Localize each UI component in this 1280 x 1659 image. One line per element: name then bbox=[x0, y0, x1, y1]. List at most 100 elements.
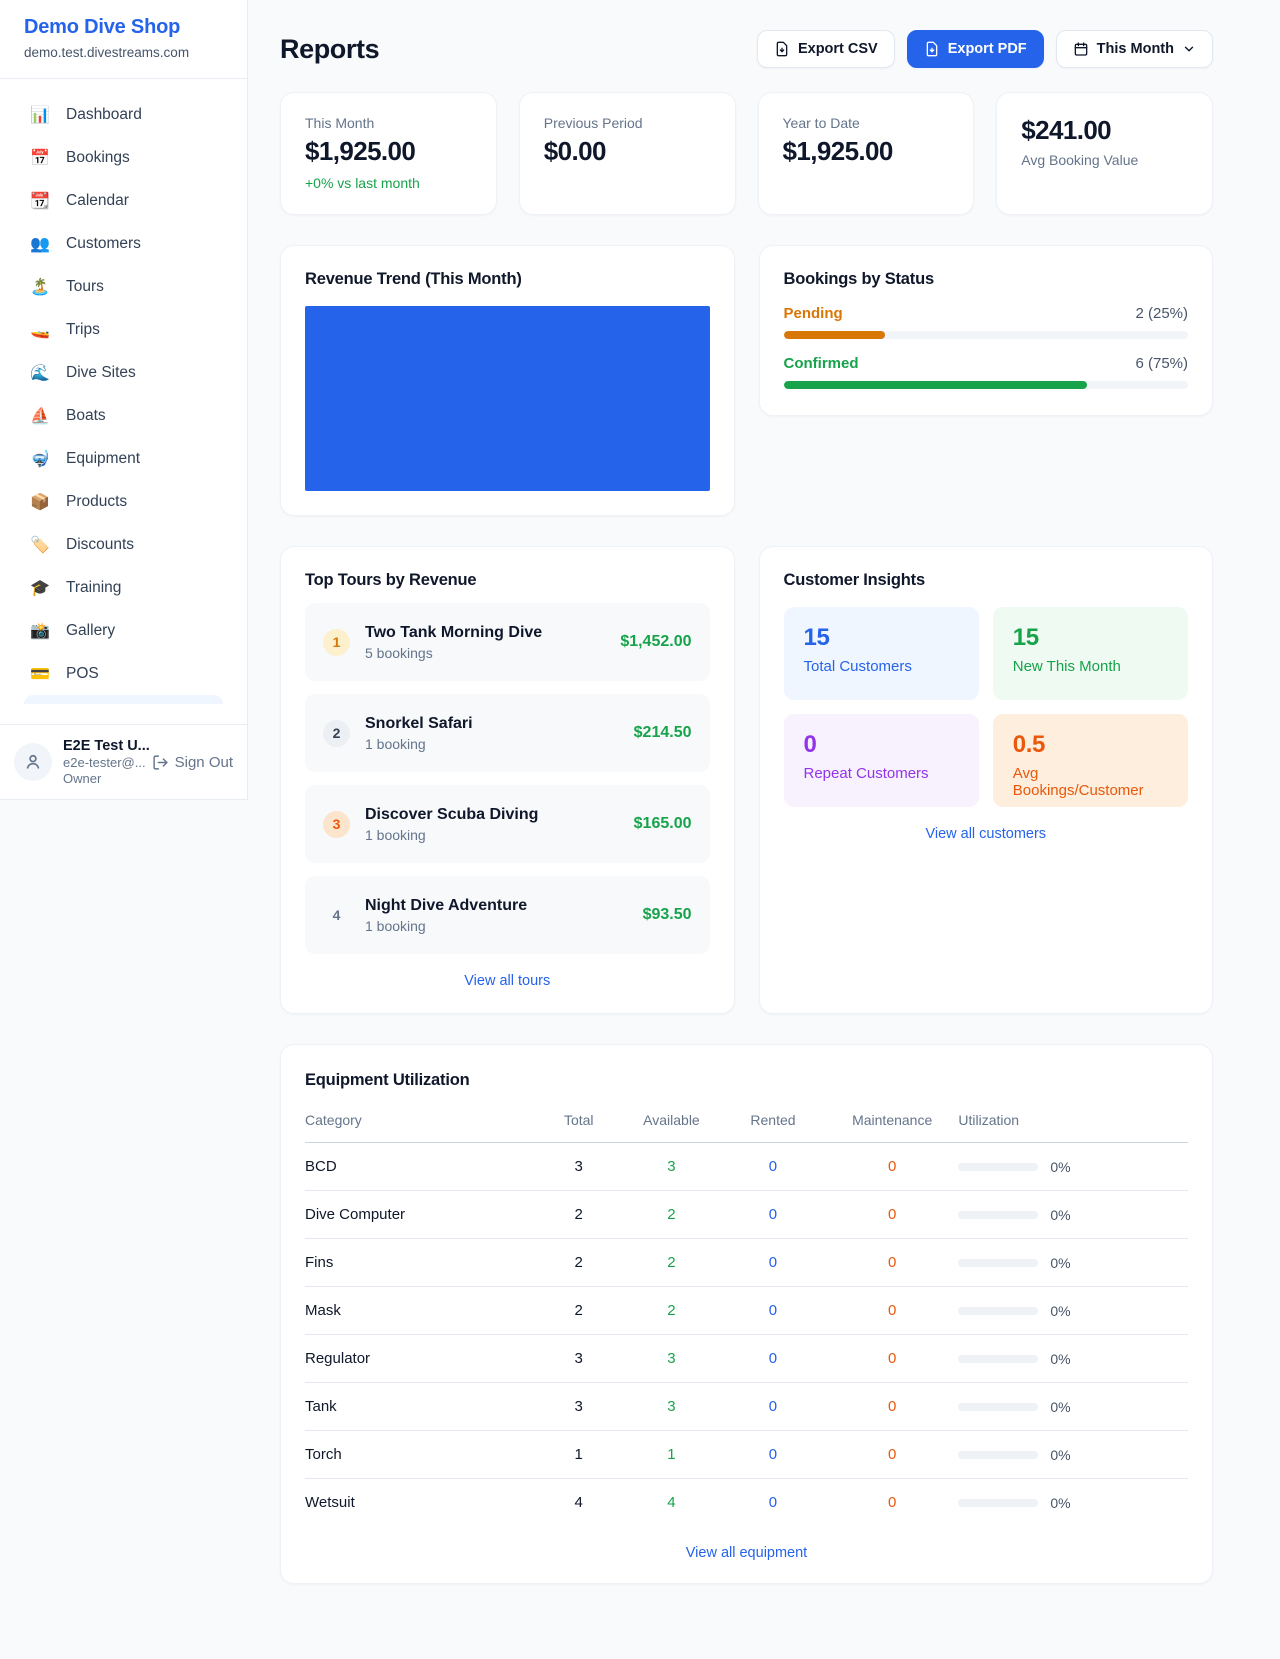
tile-value: 0.5 bbox=[1012, 731, 1046, 758]
stat-delta: +0% vs last month bbox=[305, 175, 420, 191]
tile-label: Total Customers bbox=[803, 658, 912, 675]
tile-label: Repeat Customers bbox=[803, 765, 929, 782]
sidebar-item-training[interactable]: 🎓 Training bbox=[12, 566, 235, 609]
utilization-bar bbox=[958, 1354, 1039, 1363]
utilization-bar bbox=[958, 1498, 1039, 1507]
sign-out-button[interactable]: Sign Out bbox=[152, 754, 233, 771]
sidebar-item-customers[interactable]: 👥 Customers bbox=[12, 222, 235, 265]
cell-maintenance: 0 bbox=[825, 1238, 959, 1287]
column-header-available: Available bbox=[622, 1104, 720, 1143]
dashboard-icon: 📊 bbox=[30, 106, 50, 124]
period-label: This Month bbox=[1096, 41, 1174, 57]
view-all-customers-link[interactable]: View all customers bbox=[925, 826, 1047, 842]
sidebar-item-label: Boats bbox=[66, 406, 106, 424]
period-dropdown[interactable]: This Month bbox=[1055, 30, 1213, 68]
cell-utilization: 0% bbox=[958, 1479, 1188, 1527]
utilization-bar bbox=[958, 1450, 1039, 1459]
export-pdf-label: Export PDF bbox=[947, 41, 1027, 57]
sidebar-item-trips[interactable]: 🚤 Trips bbox=[12, 308, 235, 351]
utilization-bar bbox=[958, 1306, 1039, 1315]
sidebar-item-label: Products bbox=[66, 492, 128, 510]
status-count: 6 (75%) bbox=[1135, 355, 1188, 372]
utilization-percent: 0% bbox=[1050, 1254, 1071, 1271]
stat-value: $0.00 bbox=[543, 136, 607, 166]
customer-insights-title: Customer Insights bbox=[783, 571, 926, 589]
cell-total: 2 bbox=[534, 1190, 623, 1239]
table-row: Dive Computer 2 2 0 0 0% bbox=[305, 1190, 1188, 1239]
file-download-icon bbox=[926, 41, 938, 57]
sidebar-user-section: E2E Test U... e2e-tester@... Owner Sign … bbox=[0, 724, 247, 799]
cell-utilization: 0% bbox=[958, 1142, 1188, 1191]
sidebar-item-boats[interactable]: ⛵ Boats bbox=[12, 394, 235, 437]
stat-label: Previous Period bbox=[543, 115, 643, 131]
table-row: Torch 1 1 0 0 0% bbox=[305, 1430, 1188, 1479]
tour-name: Discover Scuba Diving bbox=[365, 805, 539, 823]
cell-utilization: 0% bbox=[958, 1382, 1188, 1431]
cell-maintenance: 0 bbox=[825, 1286, 959, 1335]
status-row-pending: Pending 2 (25%) bbox=[783, 305, 1188, 339]
tile-value: 15 bbox=[803, 624, 830, 651]
tour-bookings: 1 booking bbox=[365, 917, 426, 934]
sidebar-item-calendar[interactable]: 📆 Calendar bbox=[12, 179, 235, 222]
sidebar-item-tours[interactable]: 🏝️ Tours bbox=[12, 265, 235, 308]
cell-available: 4 bbox=[667, 1494, 676, 1511]
insight-tiles: 15 Total Customers 15 New This Month 0 R… bbox=[783, 607, 1188, 807]
equipment-table: Category Total Available Rented Maintena… bbox=[305, 1104, 1188, 1526]
insights-row: Top Tours by Revenue 1 Two Tank Morning … bbox=[280, 546, 1213, 1014]
sidebar-item-label: Tours bbox=[66, 277, 104, 295]
sailboat-icon: ⛵ bbox=[30, 407, 50, 425]
cell-category: Wetsuit bbox=[305, 1494, 355, 1511]
sidebar-item-bookings[interactable]: 📅 Bookings bbox=[12, 136, 235, 179]
tour-row: 3 Discover Scuba Diving 1 booking $165.0… bbox=[305, 785, 710, 863]
table-row: Wetsuit 4 4 0 0 0% bbox=[305, 1479, 1188, 1527]
table-header-row: Category Total Available Rented Maintena… bbox=[305, 1104, 1188, 1143]
cell-total: 2 bbox=[534, 1286, 623, 1335]
wave-icon: 🌊 bbox=[30, 364, 50, 382]
stat-card-year-to-date: Year to Date $1,925.00 bbox=[757, 92, 975, 215]
tile-value: 0 bbox=[803, 731, 817, 758]
table-row: Tank 3 3 0 0 0% bbox=[305, 1382, 1188, 1431]
cell-category: Dive Computer bbox=[305, 1190, 535, 1239]
tour-row: 1 Two Tank Morning Dive 5 bookings $1,45… bbox=[305, 603, 710, 681]
sidebar-item-reports-partial[interactable] bbox=[24, 695, 223, 704]
tile-total-customers: 15 Total Customers bbox=[783, 607, 979, 700]
user-info: E2E Test U... e2e-tester@... Owner bbox=[63, 738, 150, 786]
cell-category: Regulator bbox=[305, 1334, 535, 1383]
view-all-equipment-link[interactable]: View all equipment bbox=[685, 1545, 808, 1561]
tour-name: Night Dive Adventure bbox=[365, 896, 528, 914]
stat-card-avg-booking-value: $241.00 Avg Booking Value bbox=[996, 92, 1213, 215]
sidebar-item-products[interactable]: 📦 Products bbox=[12, 480, 235, 523]
export-pdf-button[interactable]: Export PDF bbox=[906, 30, 1044, 68]
utilization-percent: 0% bbox=[1050, 1158, 1071, 1175]
status-bar-fill bbox=[783, 331, 885, 339]
sidebar-item-gallery[interactable]: 📸 Gallery bbox=[12, 609, 235, 652]
cell-rented: 0 bbox=[720, 1190, 826, 1239]
cell-maintenance: 0 bbox=[825, 1382, 959, 1431]
sidebar-item-pos[interactable]: 💳 POS bbox=[12, 652, 235, 695]
utilization-bar bbox=[958, 1258, 1039, 1267]
utilization-percent: 0% bbox=[1050, 1446, 1071, 1463]
equipment-utilization-card: Equipment Utilization Category Total Ava… bbox=[280, 1044, 1213, 1584]
stat-label: Year to Date bbox=[782, 115, 860, 131]
cell-utilization: 0% bbox=[958, 1190, 1188, 1239]
camera-icon: 📸 bbox=[30, 622, 50, 640]
sidebar-item-discounts[interactable]: 🏷️ Discounts bbox=[12, 523, 235, 566]
sidebar-item-equipment[interactable]: 🤿 Equipment bbox=[12, 437, 235, 480]
column-header-total: Total bbox=[534, 1104, 623, 1143]
tile-avg-bookings-per-customer: 0.5 Avg Bookings/Customer bbox=[992, 714, 1188, 807]
shop-domain: demo.test.divestreams.com bbox=[24, 45, 190, 60]
sidebar-header: Demo Dive Shop demo.test.divestreams.com bbox=[0, 0, 247, 79]
sidebar-item-label: Trips bbox=[66, 320, 100, 338]
stats-row: This Month $1,925.00 +0% vs last month P… bbox=[280, 92, 1213, 215]
sidebar-item-dashboard[interactable]: 📊 Dashboard bbox=[12, 93, 235, 136]
view-all-tours-link[interactable]: View all tours bbox=[464, 973, 551, 989]
sidebar-item-dive-sites[interactable]: 🌊 Dive Sites bbox=[12, 351, 235, 394]
avatar bbox=[14, 743, 52, 781]
cell-category: Fins bbox=[305, 1238, 535, 1287]
stat-value: $1,925.00 bbox=[305, 136, 416, 166]
tile-value: 15 bbox=[1012, 624, 1039, 651]
export-csv-button[interactable]: Export CSV bbox=[756, 30, 895, 68]
logout-icon bbox=[153, 754, 168, 770]
cell-rented: 0 bbox=[720, 1142, 826, 1191]
status-label: Confirmed bbox=[783, 355, 859, 372]
